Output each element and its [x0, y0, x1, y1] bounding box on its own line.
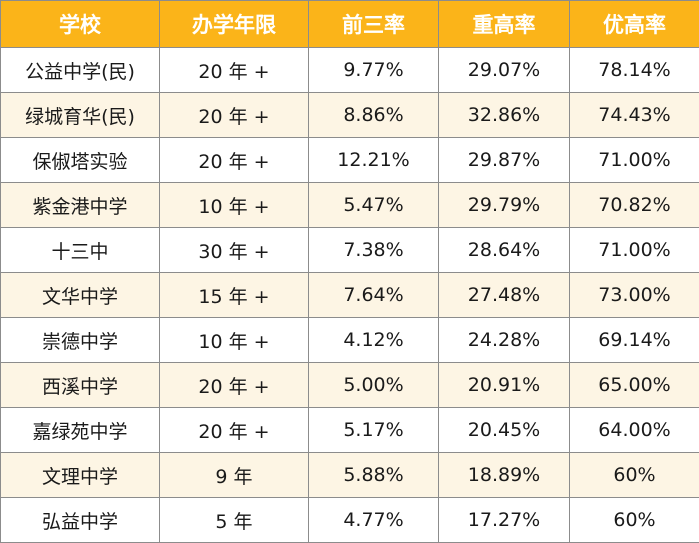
- cell-top3-rate: 4.77%: [309, 498, 439, 543]
- table-row: 绿城育华(民)20 年 +8.86%32.86%74.43%: [1, 93, 699, 138]
- cell-key-high-rate: 17.27%: [439, 498, 570, 543]
- header-top3-rate: 前三率: [309, 1, 439, 48]
- cell-top3-rate: 7.38%: [309, 228, 439, 273]
- cell-years: 5 年: [160, 498, 309, 543]
- cell-school: 保俶塔实验: [1, 138, 160, 183]
- cell-top3-rate: 9.77%: [309, 48, 439, 93]
- cell-years: 15 年 +: [160, 273, 309, 318]
- cell-school: 弘益中学: [1, 498, 160, 543]
- cell-key-high-rate: 24.28%: [439, 318, 570, 363]
- cell-top3-rate: 12.21%: [309, 138, 439, 183]
- cell-good-high-rate: 73.00%: [570, 273, 699, 318]
- cell-good-high-rate: 71.00%: [570, 228, 699, 273]
- cell-key-high-rate: 29.07%: [439, 48, 570, 93]
- cell-school: 公益中学(民): [1, 48, 160, 93]
- cell-key-high-rate: 18.89%: [439, 453, 570, 498]
- cell-top3-rate: 4.12%: [309, 318, 439, 363]
- header-years: 办学年限: [160, 1, 309, 48]
- cell-key-high-rate: 29.79%: [439, 183, 570, 228]
- header-school: 学校: [1, 1, 160, 48]
- cell-good-high-rate: 71.00%: [570, 138, 699, 183]
- cell-good-high-rate: 74.43%: [570, 93, 699, 138]
- cell-top3-rate: 5.47%: [309, 183, 439, 228]
- cell-key-high-rate: 29.87%: [439, 138, 570, 183]
- cell-years: 30 年 +: [160, 228, 309, 273]
- cell-school: 绿城育华(民): [1, 93, 160, 138]
- cell-good-high-rate: 65.00%: [570, 363, 699, 408]
- cell-years: 20 年 +: [160, 48, 309, 93]
- cell-school: 十三中: [1, 228, 160, 273]
- cell-good-high-rate: 70.82%: [570, 183, 699, 228]
- cell-good-high-rate: 78.14%: [570, 48, 699, 93]
- cell-school: 崇德中学: [1, 318, 160, 363]
- cell-years: 10 年 +: [160, 183, 309, 228]
- cell-school: 嘉绿苑中学: [1, 408, 160, 453]
- cell-top3-rate: 8.86%: [309, 93, 439, 138]
- table-body: 公益中学(民)20 年 +9.77%29.07%78.14%绿城育华(民)20 …: [1, 48, 699, 543]
- cell-key-high-rate: 28.64%: [439, 228, 570, 273]
- cell-good-high-rate: 64.00%: [570, 408, 699, 453]
- cell-years: 20 年 +: [160, 138, 309, 183]
- cell-good-high-rate: 69.14%: [570, 318, 699, 363]
- cell-years: 20 年 +: [160, 408, 309, 453]
- table-header: 学校 办学年限 前三率 重高率 优高率: [1, 1, 699, 48]
- cell-good-high-rate: 60%: [570, 453, 699, 498]
- cell-good-high-rate: 60%: [570, 498, 699, 543]
- cell-key-high-rate: 27.48%: [439, 273, 570, 318]
- cell-years: 10 年 +: [160, 318, 309, 363]
- cell-key-high-rate: 20.91%: [439, 363, 570, 408]
- cell-top3-rate: 5.00%: [309, 363, 439, 408]
- cell-school: 紫金港中学: [1, 183, 160, 228]
- cell-top3-rate: 7.64%: [309, 273, 439, 318]
- cell-years: 9 年: [160, 453, 309, 498]
- cell-school: 西溪中学: [1, 363, 160, 408]
- cell-years: 20 年 +: [160, 93, 309, 138]
- header-key-high-rate: 重高率: [439, 1, 570, 48]
- cell-key-high-rate: 32.86%: [439, 93, 570, 138]
- cell-top3-rate: 5.88%: [309, 453, 439, 498]
- header-good-high-rate: 优高率: [570, 1, 699, 48]
- table-row: 公益中学(民)20 年 +9.77%29.07%78.14%: [1, 48, 699, 93]
- cell-years: 20 年 +: [160, 363, 309, 408]
- header-row: 学校 办学年限 前三率 重高率 优高率: [1, 1, 699, 48]
- cell-top3-rate: 5.17%: [309, 408, 439, 453]
- cell-school: 文理中学: [1, 453, 160, 498]
- cell-key-high-rate: 20.45%: [439, 408, 570, 453]
- cell-school: 文华中学: [1, 273, 160, 318]
